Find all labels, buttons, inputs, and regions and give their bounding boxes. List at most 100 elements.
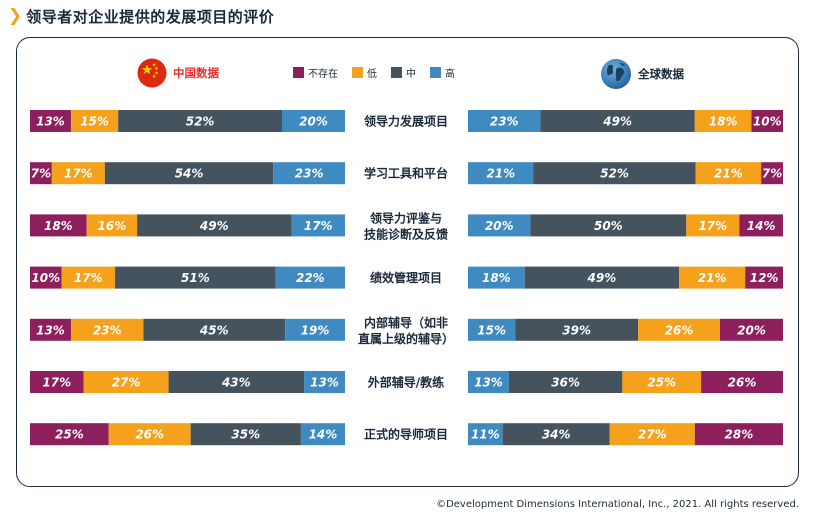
china-label-mid-6: 35%	[231, 428, 260, 442]
china-label-high-0: 20%	[299, 115, 328, 129]
legend-label-none: 不存在	[308, 69, 338, 80]
china-bar-low-1	[51, 162, 105, 185]
global-bar-low-5	[622, 371, 702, 393]
china-bar-low-4	[70, 318, 144, 341]
legend-label-low: 低	[367, 69, 377, 80]
china-bar-none-3	[30, 266, 62, 289]
global-label-mid-5: 36%	[551, 376, 580, 390]
global-bar-high-3	[468, 266, 525, 289]
china-label-mid-4: 45%	[199, 323, 229, 337]
global-bar-high-1	[468, 162, 534, 185]
china-label-low-5: 27%	[112, 376, 141, 390]
china-bar-low-5	[83, 371, 169, 393]
legend-label-mid: 中	[406, 69, 416, 80]
china-label-low-3: 17%	[74, 271, 103, 285]
china-bar-low-3	[61, 266, 116, 289]
china-bar-high-2	[291, 214, 345, 237]
global-label-mid-1: 52%	[600, 167, 629, 181]
global-label-high-6: 11%	[471, 428, 500, 442]
global-bar-none-2	[739, 214, 783, 237]
globe-icon	[601, 59, 631, 89]
china-bar-high-5	[304, 371, 345, 393]
china-label-low-1: 17%	[64, 167, 93, 181]
category-label-3: 绩效管理项目	[370, 270, 442, 285]
legend: 不存在 低 中 高	[293, 65, 455, 80]
legend-item-none: 不存在	[293, 65, 338, 80]
global-panel-label: 全球数据	[638, 67, 684, 81]
copyright-footer: ©Development Dimensions International, I…	[436, 499, 799, 510]
global-bar-low-3	[679, 266, 746, 289]
global-label-none-5: 26%	[728, 376, 757, 390]
legend-label-high: 高	[445, 69, 455, 80]
global-label-mid-3: 49%	[587, 271, 617, 285]
global-bar-none-4	[720, 318, 783, 341]
china-panel-header: 中国数据	[137, 58, 219, 88]
global-bar-mid-2	[530, 214, 687, 237]
legend-item-low: 低	[352, 65, 377, 80]
china-label-high-6: 14%	[309, 428, 338, 442]
china-label-low-4: 23%	[93, 323, 122, 337]
global-label-low-6: 27%	[638, 428, 667, 442]
category-label-5: 外部辅导/教练	[368, 375, 444, 390]
category-label-4: 内部辅导（如非直属上级的辅导）	[358, 315, 454, 346]
china-label-mid-2: 49%	[199, 219, 229, 233]
global-bar-none-0	[751, 110, 783, 132]
china-label-mid-3: 51%	[181, 271, 210, 285]
china-bar-mid-4	[143, 318, 286, 341]
china-label-none-0: 13%	[36, 115, 65, 129]
global-bar-mid-6	[502, 423, 610, 446]
global-label-low-2: 17%	[698, 219, 727, 233]
category-label-6: 正式的导师项目	[364, 427, 448, 442]
global-bar-high-6	[468, 423, 503, 446]
global-bar-high-4	[468, 318, 516, 341]
china-bar-none-2	[30, 214, 87, 237]
china-bar-mid-2	[137, 214, 292, 237]
china-bar-none-5	[30, 371, 84, 393]
global-label-high-0: 23%	[490, 115, 519, 129]
china-bar-high-0	[282, 110, 345, 132]
china-label-mid-5: 43%	[221, 376, 251, 390]
china-bar-low-2	[86, 214, 138, 237]
global-label-low-0: 18%	[709, 115, 738, 129]
legend-swatch-none	[293, 67, 304, 78]
china-bar-mid-1	[104, 162, 274, 185]
global-label-high-4: 15%	[477, 323, 506, 337]
page-title: ❯ 领导者对企业提供的发展项目的评价	[8, 4, 274, 28]
global-bar-low-6	[609, 423, 695, 446]
china-bar-high-4	[285, 318, 345, 341]
category-label-2-line-0: 领导力评鉴与	[370, 210, 442, 225]
china-panel-label: 中国数据	[173, 66, 219, 80]
china-label-none-3: 10%	[31, 271, 60, 285]
global-label-none-1: 7%	[762, 167, 782, 181]
global-bar-high-5	[468, 371, 509, 393]
global-bar-low-1	[695, 162, 762, 185]
global-bar-low-0	[694, 110, 752, 132]
china-label-mid-0: 52%	[186, 115, 215, 129]
global-bar-mid-4	[515, 318, 639, 341]
china-label-high-5: 13%	[310, 376, 339, 390]
china-bar-high-3	[275, 266, 345, 289]
china-bar-none-4	[30, 318, 71, 341]
china-bar-none-6	[30, 423, 109, 446]
global-label-mid-4: 39%	[562, 323, 591, 337]
global-bar-mid-3	[524, 266, 680, 289]
global-bar-none-5	[701, 371, 783, 393]
china-label-none-2: 18%	[44, 219, 73, 233]
china-label-high-1: 23%	[295, 167, 324, 181]
category-label-2-line-1: 技能诊断及反馈	[364, 226, 448, 241]
global-bar-mid-5	[508, 371, 623, 393]
china-bar-high-1	[273, 162, 345, 185]
global-panel-header: 全球数据	[600, 58, 684, 90]
china-bar-low-6	[108, 423, 191, 446]
global-label-high-2: 20%	[485, 219, 514, 233]
global-bar-low-4	[638, 318, 720, 341]
china-label-high-2: 17%	[304, 219, 333, 233]
global-bar-low-2	[686, 214, 740, 237]
global-label-high-3: 18%	[482, 271, 511, 285]
category-label-1: 学习工具和平台	[364, 166, 448, 181]
page-title-text: 领导者对企业提供的发展项目的评价	[26, 7, 275, 26]
global-label-none-0: 10%	[753, 115, 782, 129]
china-bar-low-0	[70, 110, 119, 132]
global-label-none-2: 14%	[747, 219, 776, 233]
